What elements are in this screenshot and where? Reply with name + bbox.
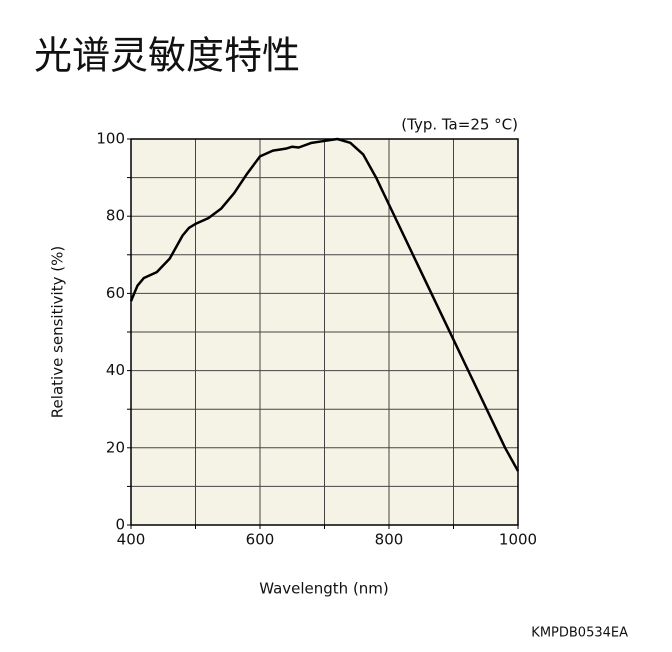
x-tick-label: 600 (246, 531, 275, 549)
y-tick-label: 100 (96, 130, 125, 148)
plot-frame (130, 138, 519, 526)
footer: KMPDB0534EA (531, 626, 628, 641)
y-tick-label: 40 (106, 361, 125, 379)
x-axis-label: Wavelength (nm) (259, 580, 389, 598)
x-tick-label: 800 (375, 531, 404, 549)
annotation: (Typ. Ta=25 °C) (401, 116, 518, 134)
x-tick-label: 1000 (499, 531, 537, 549)
x-tick-label: 400 (117, 531, 146, 549)
y-tick-label: 20 (106, 438, 125, 456)
y-tick-label: 0 (115, 516, 125, 534)
line-series (129, 137, 520, 472)
y-tick-label: 80 (106, 207, 125, 225)
chart-title: 光谱灵敏度特性 (34, 34, 300, 78)
y-axis-label: Relative sensitivity (%) (49, 246, 67, 418)
y-tick-label: 60 (106, 284, 125, 302)
